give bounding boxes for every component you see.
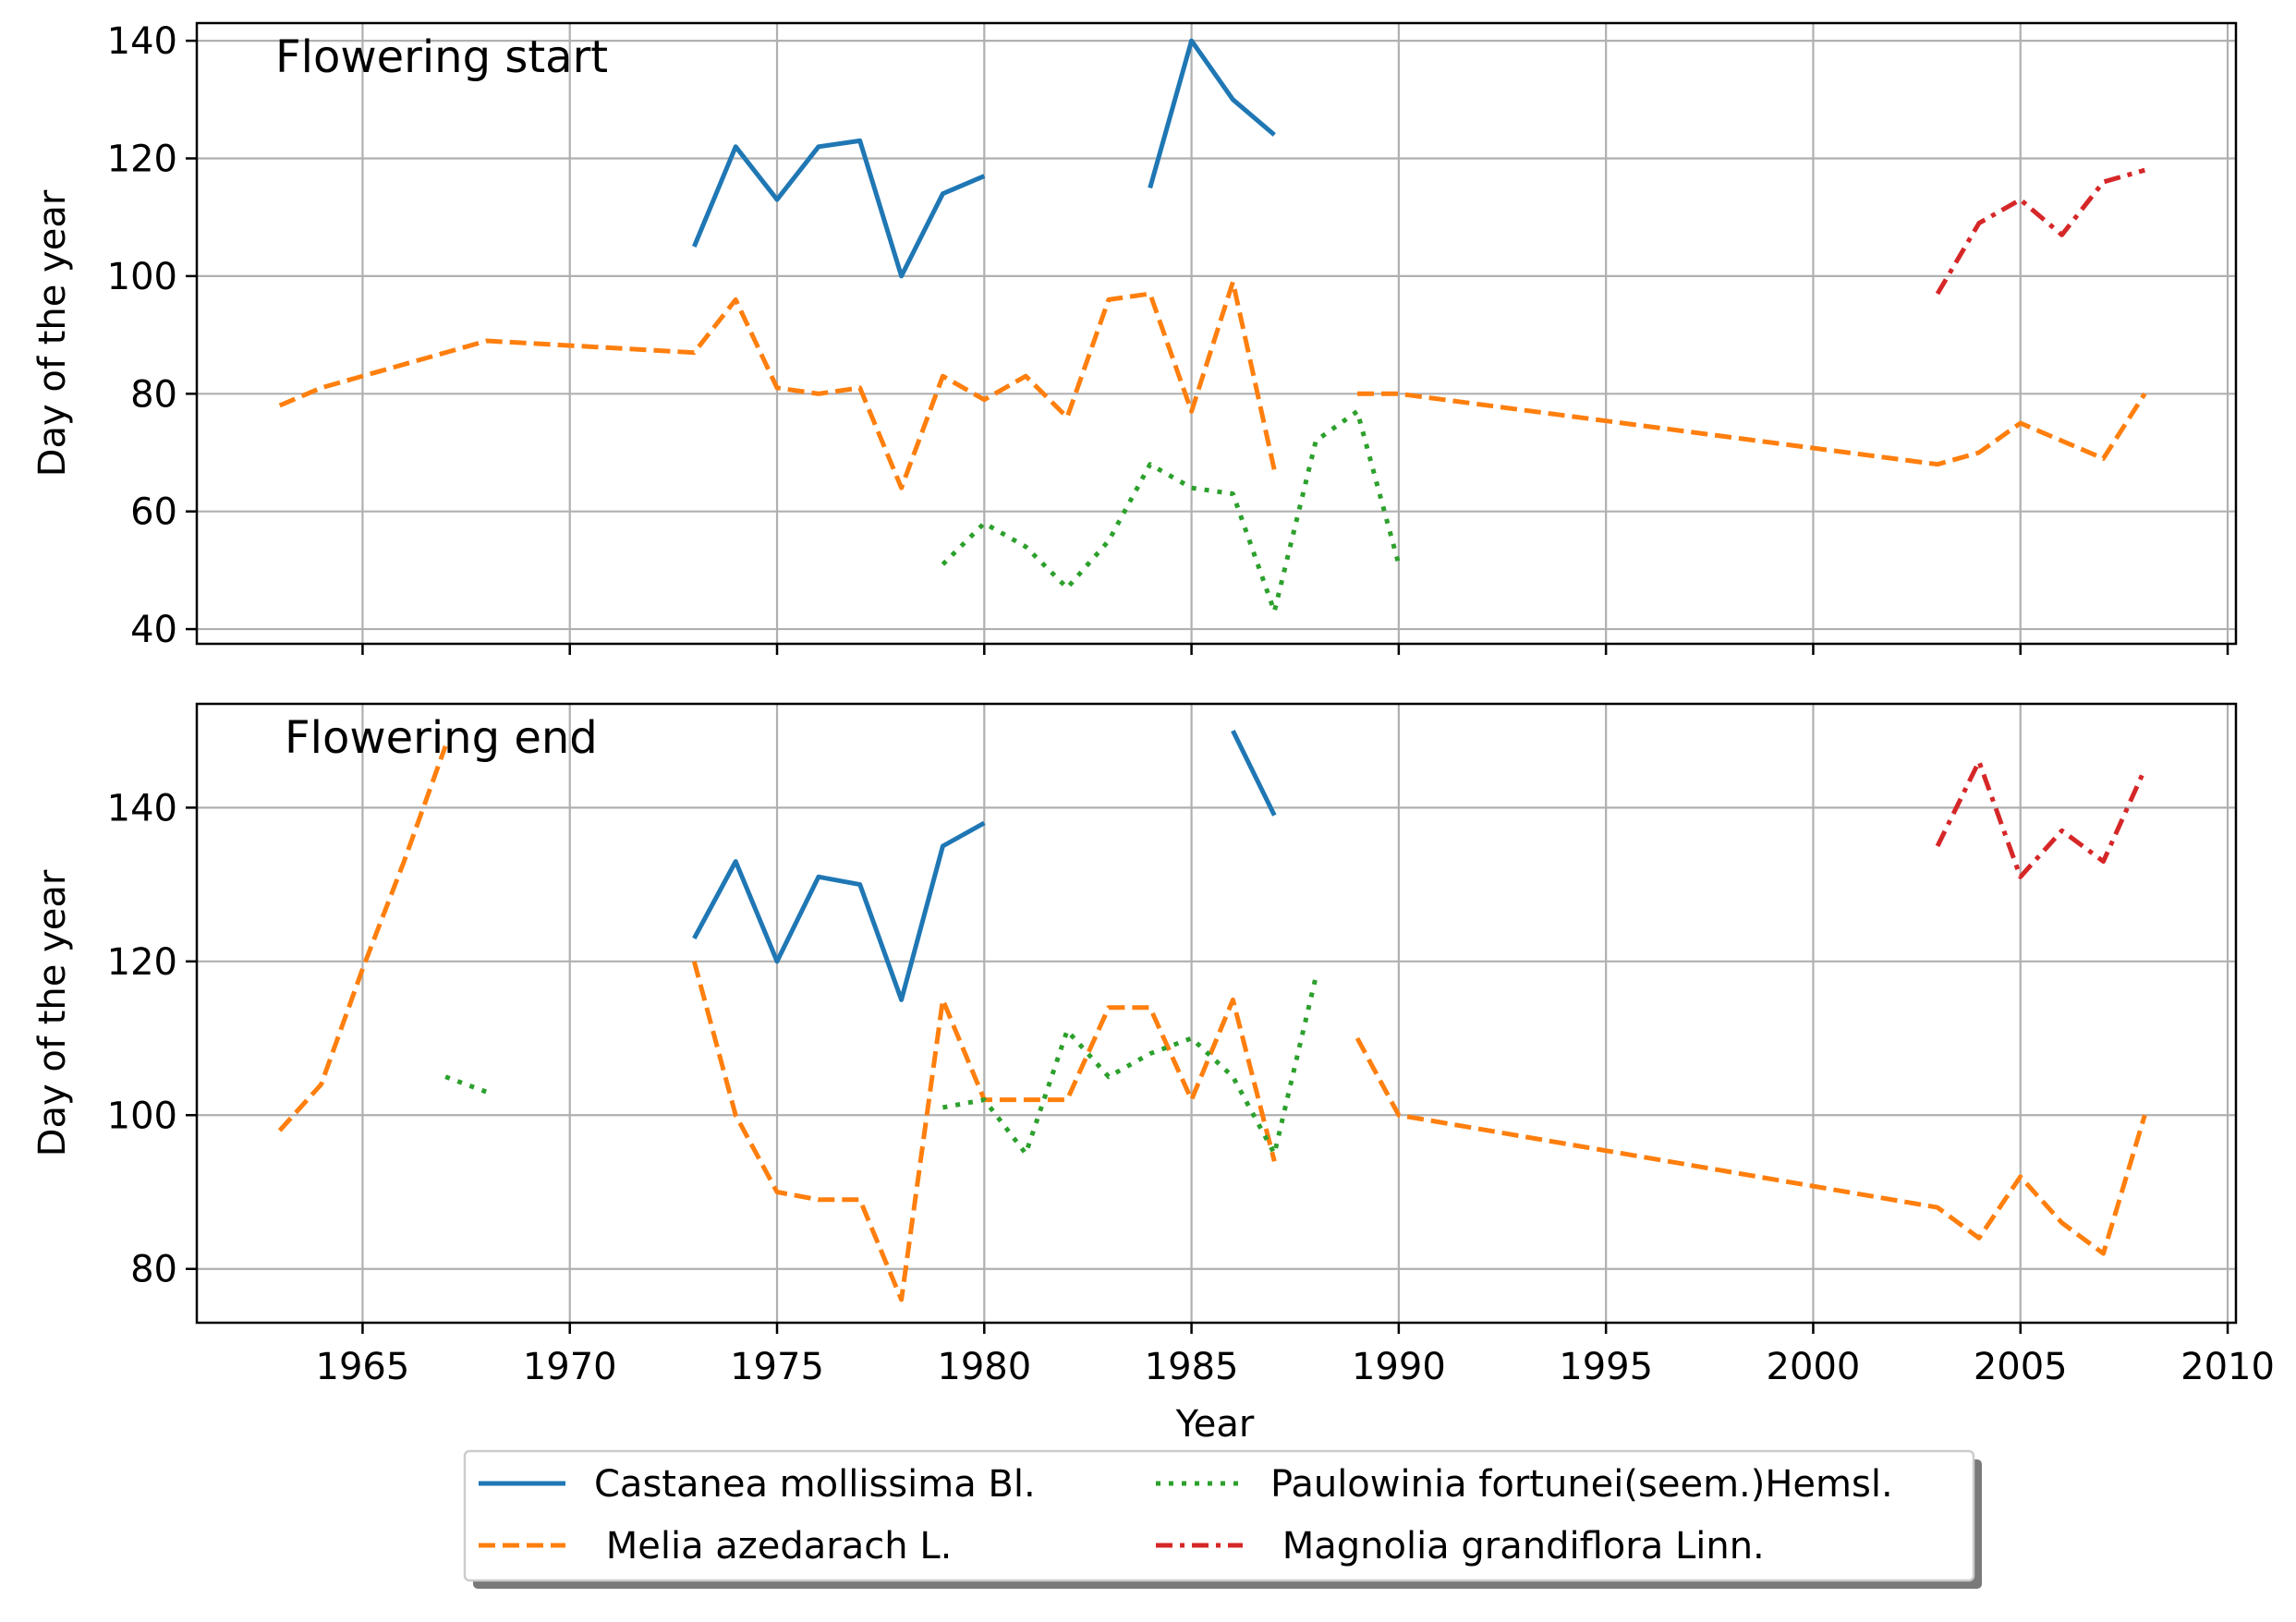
series-line-melia — [1357, 391, 2147, 467]
y-tick-label: 120 — [107, 139, 177, 181]
series-line-melia — [277, 744, 448, 1132]
x-tick-label: 2000 — [1767, 1346, 1861, 1388]
series-line-castanea — [691, 138, 986, 279]
series-line-castanea — [692, 820, 986, 1002]
x-tick-label: 1985 — [1145, 1346, 1239, 1388]
x-tick-label: 2005 — [1974, 1346, 2068, 1388]
x-tick-label: 1995 — [1559, 1346, 1653, 1388]
x-tick-label: 1990 — [1352, 1346, 1446, 1388]
legend-box — [463, 1449, 1975, 1582]
x-tick-label: 1965 — [316, 1346, 410, 1388]
y-tick-label: 80 — [130, 373, 177, 416]
series-line-magnolia — [1935, 167, 2145, 296]
axes-frame — [195, 21, 2238, 646]
x-tick-label: 1970 — [523, 1346, 617, 1388]
x-tick-label: 1975 — [730, 1346, 824, 1388]
flowering-start-panel: 40 60 80 100 120 140 Flowering start Day of the… — [31, 20, 2238, 655]
legend: Castanea mollissima Bl. Paulowinia fortun… — [463, 1449, 1982, 1589]
y-tick-label: 140 — [107, 20, 177, 63]
series-line-paulownia — [941, 408, 1402, 614]
panel-title: Flowering start — [275, 31, 608, 83]
x-tick-label: 2010 — [2181, 1346, 2275, 1388]
x-tick-label: 1980 — [937, 1346, 1031, 1388]
legend-label-melia: Melia azedarach L. — [594, 1525, 952, 1568]
panel-title: Flowering end — [285, 712, 598, 764]
legend-label-castanea: Castanea mollissima Bl. — [594, 1463, 1036, 1506]
y-axis-label: Day of the year — [31, 189, 74, 477]
axes-frame — [195, 702, 2238, 1325]
x-axis-label: Year — [1175, 1403, 1255, 1446]
y-axis-label: Day of the year — [31, 869, 74, 1156]
y-tick-label: 100 — [107, 1095, 177, 1137]
flowering-end-panel: 1965 1970 1975 1980 1985 1990 1995 2000 2005 2010… — [31, 702, 2275, 1388]
y-tick-label: 80 — [130, 1249, 177, 1291]
series-line-castanea — [1231, 729, 1277, 817]
y-tick-label: 60 — [130, 491, 177, 534]
series-line-melia — [278, 279, 1277, 490]
y-tick-label: 120 — [107, 941, 177, 984]
legend-label-magnolia: Magnolia grandiflora Linn. — [1270, 1525, 1765, 1568]
series-line-melia — [1355, 1036, 2147, 1256]
series-line-paulownia — [444, 1074, 488, 1095]
legend-label-paulownia: Paulowinia fortunei(seem.)Hemsl. — [1270, 1463, 1893, 1506]
y-tick-label: 100 — [107, 256, 177, 298]
series-line-paulownia — [941, 975, 1318, 1156]
y-tick-label: 140 — [107, 787, 177, 829]
y-tick-label: 40 — [130, 609, 177, 651]
series-line-castanea — [1148, 38, 1276, 189]
series-line-magnolia — [1935, 758, 2147, 879]
